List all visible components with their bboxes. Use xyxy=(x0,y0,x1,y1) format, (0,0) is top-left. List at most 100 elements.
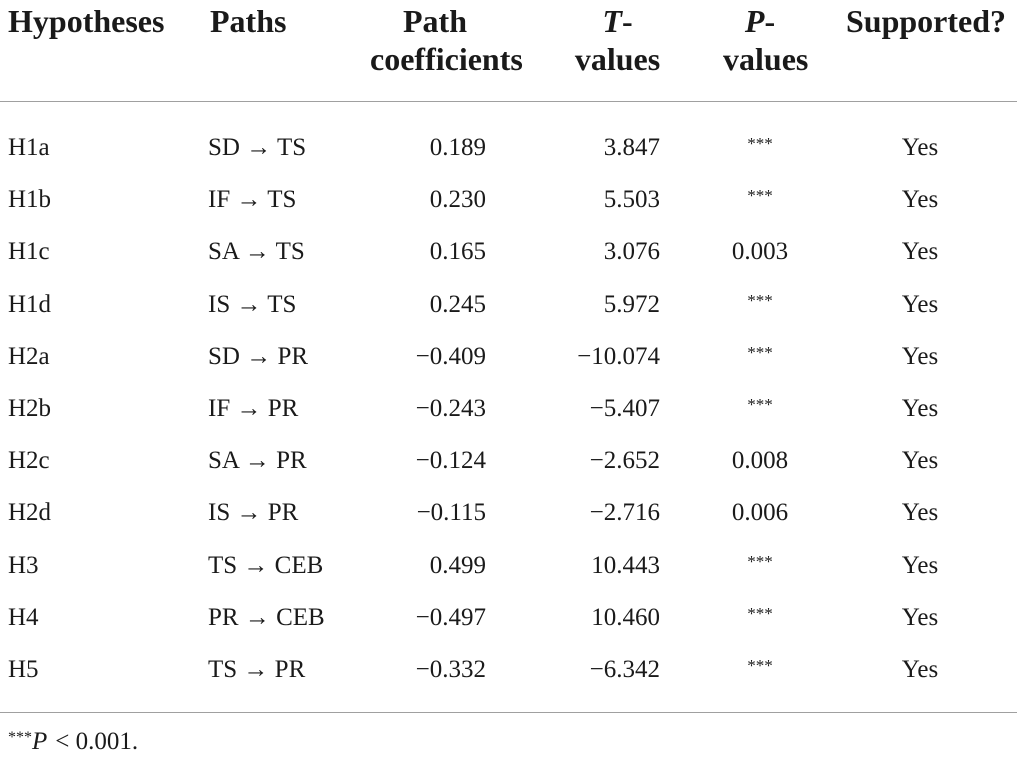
table-cell: −5.407 xyxy=(500,383,685,435)
table-cell: Yes xyxy=(835,279,1017,331)
table-cell: H1c xyxy=(0,226,200,278)
cell-text: SA → TS xyxy=(208,238,305,266)
cell-text: −5.407 xyxy=(589,395,660,423)
cell-text: H2d xyxy=(8,499,52,527)
table-body: H1a SD → TS 0.189 3.847 *** Yes H1b IF → TS 0.23… xyxy=(0,102,1017,714)
cell-text: −2.652 xyxy=(589,447,660,475)
cell-text: H5 xyxy=(8,655,39,683)
cell-text: −0.115 xyxy=(416,499,486,527)
table-cell: H5 xyxy=(0,643,200,714)
table-cell: 10.460 xyxy=(500,592,685,644)
cell-text: Yes xyxy=(901,238,939,266)
cell-text: TS → CEB xyxy=(208,551,324,579)
cell-text: −0.124 xyxy=(415,447,486,475)
table-cell: Yes xyxy=(835,435,1017,487)
table-cell: Yes xyxy=(835,540,1017,592)
table-row: H5 TS → PR −0.332 −6.342 *** Yes xyxy=(0,643,1017,714)
cell-text: H2b xyxy=(8,395,52,423)
cell-text: IF → PR xyxy=(208,395,299,423)
cell-text: H2c xyxy=(8,447,50,475)
cell-text: 3.076 xyxy=(603,238,660,266)
table-cell: 3.847 xyxy=(500,102,685,175)
table-cell: Yes xyxy=(835,383,1017,435)
table-cell: 0.006 xyxy=(685,487,835,539)
table-cell: 3.076 xyxy=(500,226,685,278)
table-cell: H4 xyxy=(0,592,200,644)
table-cell: Yes xyxy=(835,487,1017,539)
table-cell: 0.165 xyxy=(370,226,500,278)
table-cell: IS → PR xyxy=(200,487,370,539)
cell-text: 0.245 xyxy=(429,290,486,318)
cell-text: −0.497 xyxy=(415,603,486,631)
footnote: ***P < 0.001. xyxy=(8,728,138,756)
table-cell: −0.115 xyxy=(370,487,500,539)
column-header: P-values xyxy=(685,0,835,102)
cell-text: *** xyxy=(747,603,773,623)
cell-text: IF → TS xyxy=(208,186,297,214)
cell-text: −6.342 xyxy=(589,655,660,683)
table-cell: Yes xyxy=(835,643,1017,714)
table-cell: SA → TS xyxy=(200,226,370,278)
cell-text: Yes xyxy=(901,499,939,527)
table-cell: *** xyxy=(685,279,835,331)
cell-text: Yes xyxy=(901,447,939,475)
table-cell: 5.972 xyxy=(500,279,685,331)
table-cell: 0.499 xyxy=(370,540,500,592)
cell-text: 0.230 xyxy=(429,186,486,214)
cell-text: *** xyxy=(747,134,773,154)
table-cell: *** xyxy=(685,102,835,175)
cell-text: Yes xyxy=(901,342,939,370)
cell-text: H2a xyxy=(8,342,50,370)
cell-text: 0.008 xyxy=(731,447,789,475)
cell-text: −0.332 xyxy=(415,655,486,683)
column-header: Supported? xyxy=(835,0,1017,102)
table-row: H2b IF → PR −0.243 −5.407 *** Yes xyxy=(0,383,1017,435)
cell-text: 10.460 xyxy=(591,603,660,631)
table-cell: −10.074 xyxy=(500,331,685,383)
table-cell: 5.503 xyxy=(500,174,685,226)
cell-text: Yes xyxy=(901,603,939,631)
table-cell: Yes xyxy=(835,592,1017,644)
table-cell: IS → TS xyxy=(200,279,370,331)
table-cell: *** xyxy=(685,643,835,714)
cell-text: 5.972 xyxy=(603,290,660,318)
table-cell: H1a xyxy=(0,102,200,175)
table-cell: 10.443 xyxy=(500,540,685,592)
table-cell: 0.189 xyxy=(370,102,500,175)
table-cell: H1d xyxy=(0,279,200,331)
table-cell: 0.245 xyxy=(370,279,500,331)
cell-text: H4 xyxy=(8,603,39,631)
table-row: H2a SD → PR −0.409 −10.074 *** Yes xyxy=(0,331,1017,383)
table-cell: Yes xyxy=(835,226,1017,278)
cell-text: Yes xyxy=(901,551,939,579)
table-row: H2c SA → PR −0.124 −2.652 0.008 Yes xyxy=(0,435,1017,487)
cell-text: H1d xyxy=(8,290,52,318)
table-row: H1d IS → TS 0.245 5.972 *** Yes xyxy=(0,279,1017,331)
table-cell: Yes xyxy=(835,174,1017,226)
cell-text: 0.003 xyxy=(731,238,789,266)
cell-text: Yes xyxy=(901,186,939,214)
table-cell: −0.124 xyxy=(370,435,500,487)
cell-text: −0.243 xyxy=(415,395,486,423)
table-row: H2d IS → PR −0.115 −2.716 0.006 Yes xyxy=(0,487,1017,539)
table-cell: SD → PR xyxy=(200,331,370,383)
table-cell: H3 xyxy=(0,540,200,592)
cell-text: Yes xyxy=(901,395,939,423)
cell-text: H1c xyxy=(8,238,50,266)
table-cell: 0.008 xyxy=(685,435,835,487)
table-cell: Yes xyxy=(835,102,1017,175)
table-cell: H2b xyxy=(0,383,200,435)
table-cell: −0.409 xyxy=(370,331,500,383)
cell-text: Yes xyxy=(901,290,939,318)
table-cell: H2a xyxy=(0,331,200,383)
cell-text: −10.074 xyxy=(577,342,660,370)
table-cell: H2d xyxy=(0,487,200,539)
table-cell: *** xyxy=(685,592,835,644)
column-header: Path coefficients xyxy=(370,0,523,102)
cell-text: PR → CEB xyxy=(208,603,325,631)
cell-text: Yes xyxy=(901,134,939,162)
table-cell: PR → CEB xyxy=(200,592,370,644)
cell-text: 0.006 xyxy=(731,499,789,527)
table-cell: −0.497 xyxy=(370,592,500,644)
